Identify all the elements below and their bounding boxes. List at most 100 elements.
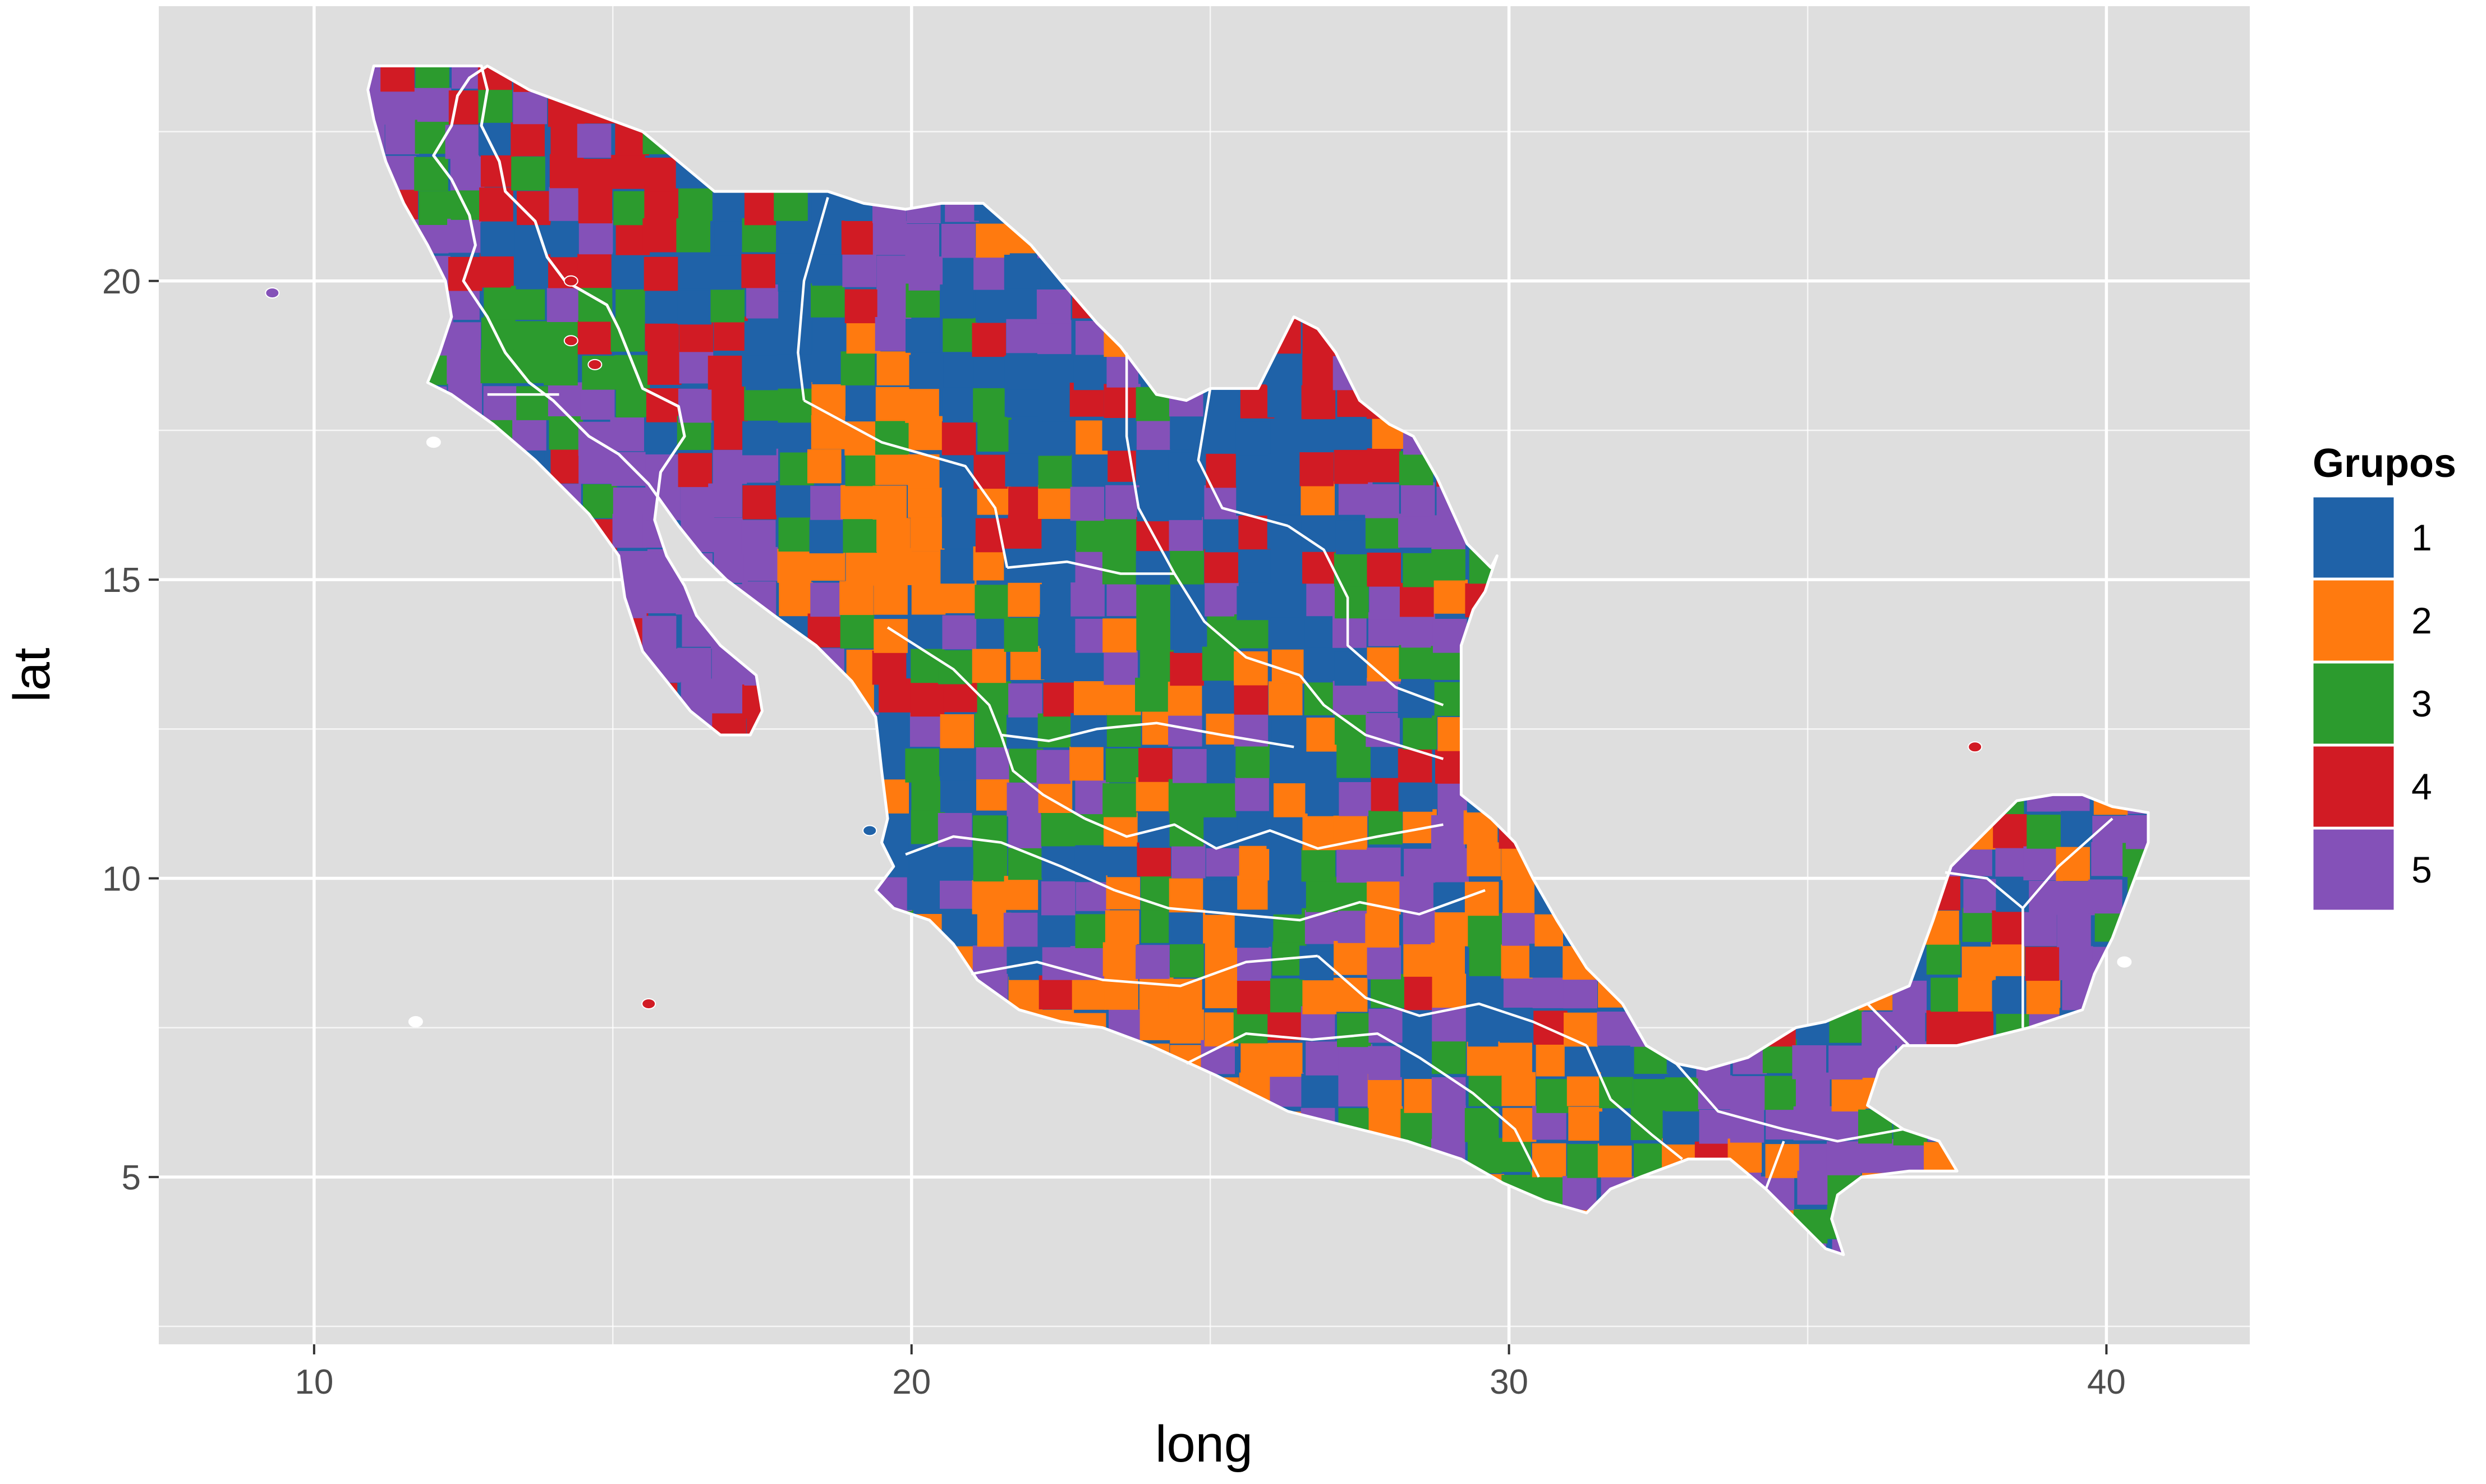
municipality-cell [1305,779,1339,814]
municipality-cell [1335,520,1370,554]
municipality-cell [1136,448,1170,483]
municipality-cell [1339,782,1373,816]
municipality-cell [1826,1141,1861,1175]
municipality-cell [1269,749,1304,784]
municipality-cell [1268,1042,1303,1077]
municipality-cell [1070,946,1105,980]
municipality-cell [710,255,744,290]
municipality-cell [1237,875,1271,910]
municipality-cell [875,451,909,485]
municipality-cell [1169,878,1203,913]
municipality-cell [840,485,875,520]
municipality-cell [940,714,975,748]
municipality-cell [872,485,907,520]
state-border [1197,388,1289,527]
state-border [1317,955,1587,1047]
municipality-cell [779,418,814,453]
municipality-cell [1237,586,1271,621]
municipality-cell [642,218,677,252]
municipality-cell [1238,548,1272,583]
municipality-cell [1403,715,1437,750]
municipality-cell [1765,1144,1800,1178]
municipality-cell [908,256,943,291]
municipality-cell [938,813,972,847]
municipality-cell [1302,549,1336,584]
municipality-cell [812,251,846,286]
municipality-cell [1529,943,1564,978]
municipality-cell [1205,974,1239,1008]
municipality-cell [840,614,875,649]
municipality-cell [1926,940,1961,975]
municipality-cell [778,388,812,423]
legend-key [2312,495,2396,580]
municipality-cell [1236,481,1270,516]
municipality-cell [1365,514,1400,549]
municipality-cell [711,386,746,421]
municipality-cell [549,187,583,221]
municipality-cell [845,387,880,421]
municipality-cell [447,322,481,356]
municipality-cell [646,579,680,614]
municipality-cell [1102,783,1137,817]
municipality-cell [744,387,778,421]
municipality-cell [1138,748,1173,782]
municipality-cell [1337,1013,1371,1047]
municipality-cell [907,551,941,585]
municipality-cell [972,323,1007,357]
municipality-cell [1072,451,1106,486]
municipality-cell [1104,651,1138,685]
municipality-cell [1792,1045,1826,1079]
municipality-cell [876,351,911,385]
municipality-cell [1368,1046,1402,1080]
municipality-cell [1170,1009,1204,1044]
municipality-cell [1961,947,1996,981]
state-border [1173,573,1301,677]
municipality-cell [905,389,939,423]
municipality-cell [1332,681,1367,715]
municipality-cell [1205,582,1239,617]
municipality-cell [478,121,513,155]
municipality-cell [1468,1072,1503,1106]
municipality-cell [1532,1143,1566,1178]
municipality-cell [613,487,647,522]
municipality-cell [1102,550,1137,585]
state-border [1007,560,1175,575]
municipality-cell [1301,1073,1335,1108]
municipality-cell [450,156,485,191]
municipality-cell [1205,880,1239,915]
municipality-cell [516,255,550,290]
municipality-cell [1170,943,1204,978]
municipality-cell [1332,614,1367,648]
municipality-cell [1041,881,1076,916]
municipality-cell [1106,582,1141,617]
municipality-cell [1532,974,1567,1008]
municipality-cell [1003,912,1038,947]
municipality-cell [1105,748,1140,783]
legend-key [2312,745,2396,829]
island [1968,741,1983,753]
municipality-cell [941,421,976,456]
municipality-cell [2026,980,2061,1014]
municipality-cell [1008,420,1043,454]
municipality-cell [1962,908,1997,942]
municipality-cell [380,66,415,92]
municipality-cell [577,254,612,288]
municipality-cell [577,123,612,158]
municipality-cell [1041,645,1075,679]
municipality-cell [1633,1079,1667,1113]
municipality-cell [1041,812,1076,847]
municipality-cell [1008,814,1042,848]
municipality-cell [511,157,545,191]
municipality-cell [975,288,1010,323]
municipality-cell [1137,842,1171,877]
x-tick-label: 10 [295,1363,333,1402]
municipality-cell [1469,942,1504,976]
municipality-cell [1468,1012,1502,1047]
municipality-cell [1334,941,1368,975]
municipality-cell [1303,746,1338,780]
municipality-cell [977,417,1012,452]
municipality-cell [1037,421,1072,456]
municipality-cell [1006,714,1041,749]
municipality-cell [1926,1010,1961,1045]
municipality-cell [1168,486,1202,520]
